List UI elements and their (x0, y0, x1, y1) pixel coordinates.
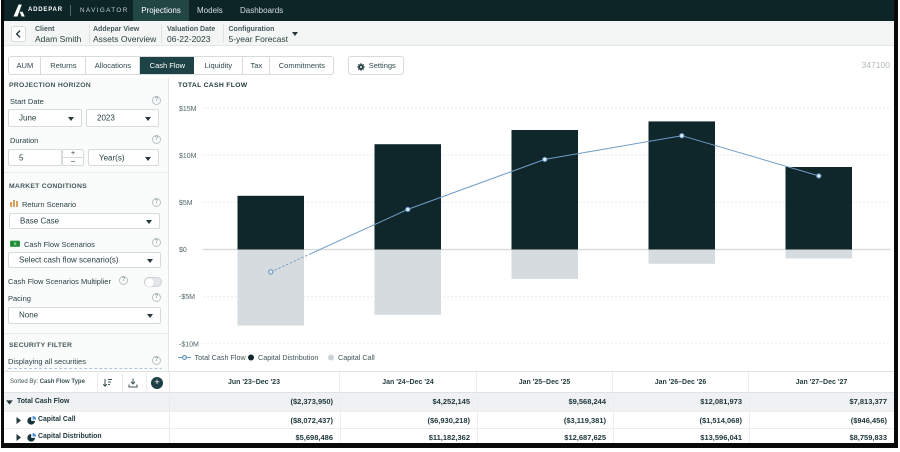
svg-text:$5M: $5M (179, 200, 193, 207)
svg-text:$15M: $15M (179, 106, 197, 113)
svg-text:$10M: $10M (179, 153, 197, 160)
svg-text:$0: $0 (179, 247, 187, 254)
svg-text:-$5M: -$5M (179, 294, 195, 301)
svg-text:Total Cash Flow: Total Cash Flow (195, 353, 247, 362)
svg-text:-$10M: -$10M (179, 341, 199, 348)
svg-text:Capital Call: Capital Call (338, 353, 375, 362)
svg-text:Capital Distribution: Capital Distribution (258, 353, 318, 362)
